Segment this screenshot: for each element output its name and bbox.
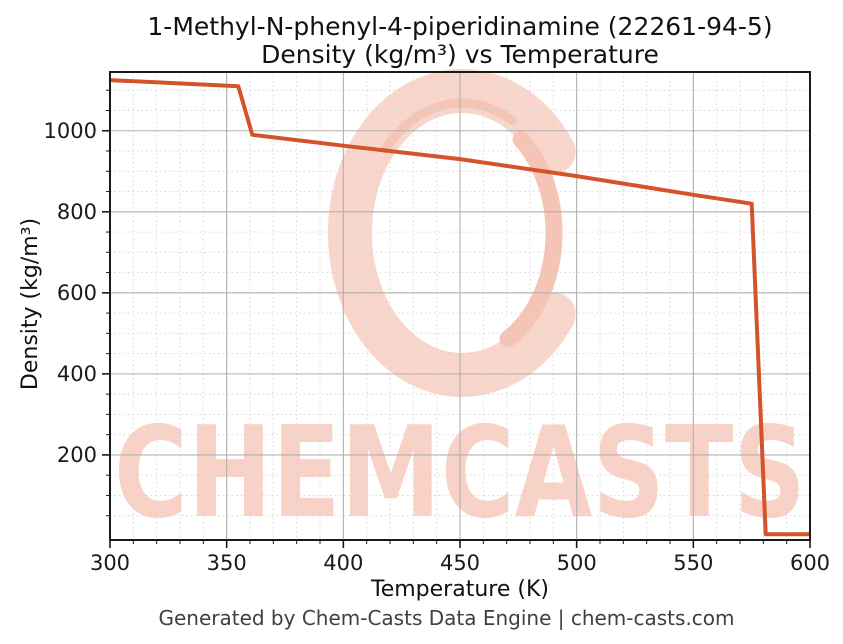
y-tick-label: 200 xyxy=(57,443,97,467)
c-swirl-accent-arc xyxy=(380,98,517,154)
grid-minor xyxy=(110,72,810,540)
x-tick-label: 350 xyxy=(207,551,247,575)
plot-border xyxy=(109,71,811,541)
x-tick-label: 500 xyxy=(557,551,597,575)
x-tick-label: 400 xyxy=(323,551,363,575)
chart-title-line1: 1-Methyl-N-phenyl-4-piperidinamine (2226… xyxy=(147,12,773,41)
density-line xyxy=(109,78,810,537)
footer-credit: Generated by Chem-Casts Data Engine | ch… xyxy=(158,606,735,630)
y-axis-label: Density (kg/m³) xyxy=(18,217,43,391)
chart-title: 1-Methyl-N-phenyl-4-piperidinamine (2226… xyxy=(110,13,810,69)
axis-ticks xyxy=(102,89,811,548)
grid-major xyxy=(110,72,810,540)
x-tick-label: 550 xyxy=(673,551,713,575)
c-swirl-outer-arc xyxy=(327,69,576,397)
y-tick-label: 400 xyxy=(57,362,97,386)
tick-labels: 300 350 400 450 500 550 600 200 400 600 800 1000 xyxy=(44,119,831,575)
y-tick-label: 600 xyxy=(57,281,97,305)
chart-title-line2: Density (kg/m³) vs Temperature xyxy=(261,40,659,69)
x-axis-label: Temperature (K) xyxy=(371,577,549,602)
y-tick-label: 800 xyxy=(57,200,97,224)
x-tick-label: 300 xyxy=(90,551,130,575)
x-tick-label: 450 xyxy=(440,551,480,575)
y-tick-label: 1000 xyxy=(44,119,97,143)
x-tick-label: 600 xyxy=(790,551,830,575)
